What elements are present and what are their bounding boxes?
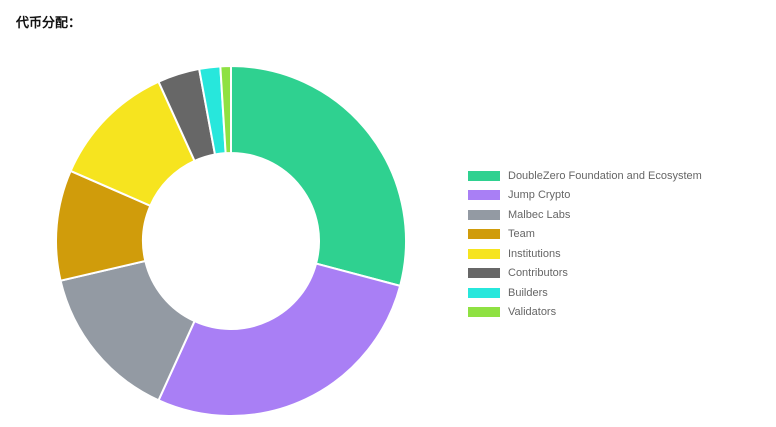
legend-label: Institutions <box>508 247 561 260</box>
legend-item-0[interactable]: DoubleZero Foundation and Ecosystem <box>468 166 702 186</box>
legend-item-2[interactable]: Malbec Labs <box>468 205 702 225</box>
chart-legend: DoubleZero Foundation and Ecosystem Jump … <box>468 166 702 322</box>
legend-label: Jump Crypto <box>508 189 571 202</box>
legend-item-1[interactable]: Jump Crypto <box>468 186 702 206</box>
chart-slices <box>55 64 407 417</box>
legend-swatch <box>468 170 500 181</box>
legend-swatch <box>468 229 500 240</box>
legend-item-6[interactable]: Builders <box>468 283 702 303</box>
legend-label: Team <box>508 228 535 241</box>
legend-swatch <box>468 287 500 298</box>
page-title: 代币分配： <box>16 16 82 31</box>
legend-item-5[interactable]: Contributors <box>468 264 702 284</box>
legend-label: Validators <box>508 306 557 319</box>
slice-7[interactable] <box>219 64 232 155</box>
legend-item-7[interactable]: Validators <box>468 303 702 323</box>
slice-0[interactable] <box>230 64 407 288</box>
legend-swatch <box>468 307 500 318</box>
legend-label: Contributors <box>508 267 568 280</box>
legend-swatch <box>468 190 500 201</box>
legend-swatch <box>468 248 500 259</box>
legend-swatch <box>468 209 500 220</box>
legend-item-4[interactable]: Institutions <box>468 244 702 264</box>
legend-item-3[interactable]: Team <box>468 225 702 245</box>
legend-label: Builders <box>508 286 548 299</box>
legend-label: DoubleZero Foundation and Ecosystem <box>508 169 702 182</box>
legend-swatch <box>468 268 500 279</box>
legend-label: Malbec Labs <box>508 208 571 221</box>
slice-1[interactable] <box>157 262 402 417</box>
